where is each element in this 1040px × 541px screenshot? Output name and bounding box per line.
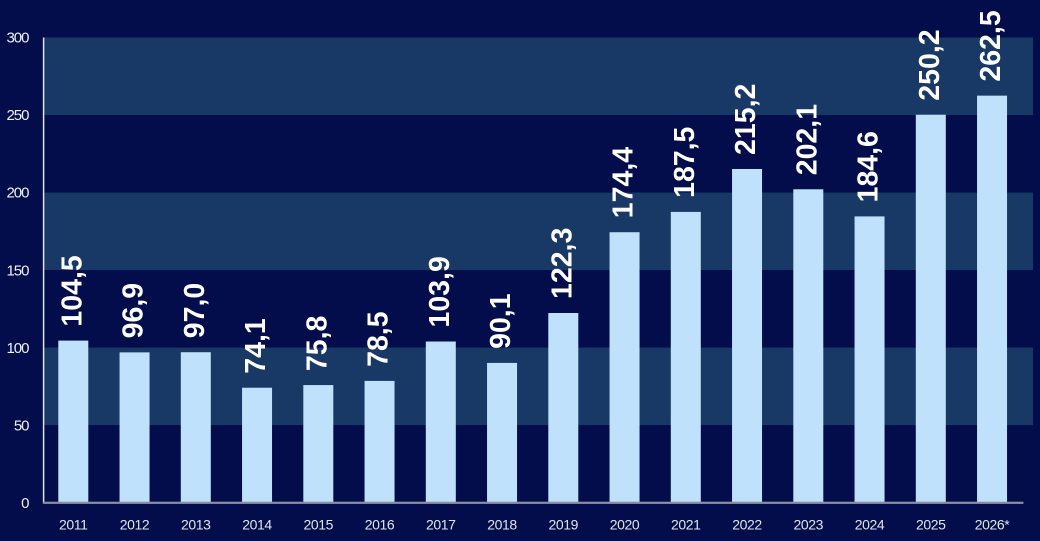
svg-text:262,5: 262,5 [975, 10, 1007, 81]
svg-text:2017: 2017 [426, 516, 456, 532]
svg-text:103,9: 103,9 [424, 256, 456, 327]
svg-text:75,8: 75,8 [302, 316, 334, 371]
svg-text:104,5: 104,5 [57, 255, 89, 326]
svg-text:174,4: 174,4 [608, 147, 640, 218]
svg-text:0: 0 [21, 495, 29, 512]
svg-text:200: 200 [6, 185, 29, 202]
svg-text:2023: 2023 [794, 516, 824, 532]
svg-text:2013: 2013 [181, 516, 211, 532]
svg-text:300: 300 [6, 30, 29, 47]
svg-text:2022: 2022 [732, 516, 762, 532]
svg-text:2014: 2014 [242, 516, 272, 532]
svg-text:2020: 2020 [610, 516, 640, 532]
svg-text:2016: 2016 [365, 516, 395, 532]
svg-text:100: 100 [6, 340, 29, 357]
svg-text:250,2: 250,2 [914, 29, 946, 100]
svg-text:215,2: 215,2 [730, 84, 762, 155]
svg-text:2012: 2012 [120, 516, 150, 532]
svg-text:2019: 2019 [549, 516, 579, 532]
svg-text:96,9: 96,9 [118, 283, 150, 338]
svg-text:97,0: 97,0 [179, 283, 211, 338]
svg-text:90,1: 90,1 [485, 293, 517, 349]
svg-text:184,6: 184,6 [853, 131, 885, 202]
svg-text:202,1: 202,1 [792, 104, 824, 175]
svg-text:187,5: 187,5 [669, 126, 701, 197]
svg-text:78,5: 78,5 [363, 311, 395, 367]
svg-text:50: 50 [14, 417, 29, 434]
svg-text:122,3: 122,3 [547, 228, 579, 299]
svg-text:150: 150 [6, 262, 29, 279]
svg-text:2026*: 2026* [975, 516, 1011, 532]
svg-text:250: 250 [6, 107, 29, 124]
svg-text:2011: 2011 [59, 516, 88, 532]
svg-text:2025: 2025 [916, 516, 946, 532]
svg-text:2024: 2024 [855, 516, 885, 532]
svg-text:74,1: 74,1 [240, 318, 272, 374]
svg-text:2021: 2021 [671, 516, 701, 532]
svg-text:2015: 2015 [304, 516, 334, 532]
svg-text:2018: 2018 [487, 516, 517, 532]
